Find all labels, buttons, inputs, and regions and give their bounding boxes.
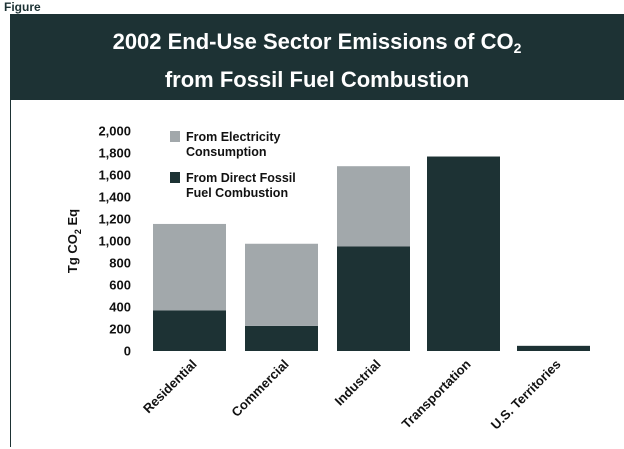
y-tick-label: 200 [109,322,131,337]
y-tick-label: 0 [124,344,131,359]
category-labels: Residential Commercial Industrial Transport… [140,356,564,432]
legend-swatch [170,172,180,183]
bar-direct-0 [153,310,226,351]
y-tick-label: 800 [109,256,131,271]
bar-direct-4 [517,345,590,351]
y-axis-ticks: 0 200 400 600 800 1,000 1,200 1,400 1,600 1,800 2,… [98,124,131,359]
category-label: U.S. Territories [488,357,564,433]
y-tick-label: 1,800 [98,146,131,161]
legend-label: From Direct Fossil [186,171,296,185]
y-tick-label: 2,000 [98,124,131,139]
bar-electricity-2 [337,166,410,247]
figure-label: Figure [4,0,41,14]
chart-title: 2002 End-Use Sector Emissions of CO2 fro… [10,14,624,100]
legend-label: Fuel Combustion [186,186,288,200]
bar-direct-1 [245,325,318,351]
bar-electricity-0 [153,223,226,311]
legend-label: From Electricity [186,130,281,144]
y-tick-label: 400 [109,300,131,315]
legend-label: Consumption [186,145,267,159]
y-axis-label: Tg CO2 Eq [65,209,83,273]
bar-direct-3 [427,156,500,351]
bar-electricity-1 [245,243,318,326]
y-tick-label: 1,600 [98,168,131,183]
y-tick-label: 600 [109,278,131,293]
category-label: Industrial [332,357,384,409]
y-tick-label: 1,200 [98,212,131,227]
y-axis-title: Tg CO2 Eq [65,209,83,273]
y-tick-label: 1,000 [98,234,131,249]
figure-frame [10,14,623,447]
bar-direct-2 [337,246,410,351]
category-label: Transportation [399,356,474,431]
bars [153,156,590,351]
category-label: Residential [140,357,200,417]
chart-title-line1: 2002 End-Use Sector Emissions of CO2 [112,29,522,56]
y-tick-label: 1,400 [98,190,131,205]
category-label: Commercial [228,357,291,420]
chart-title-line2: from Fossil Fuel Combustion [164,67,470,92]
legend-swatch [170,131,180,142]
